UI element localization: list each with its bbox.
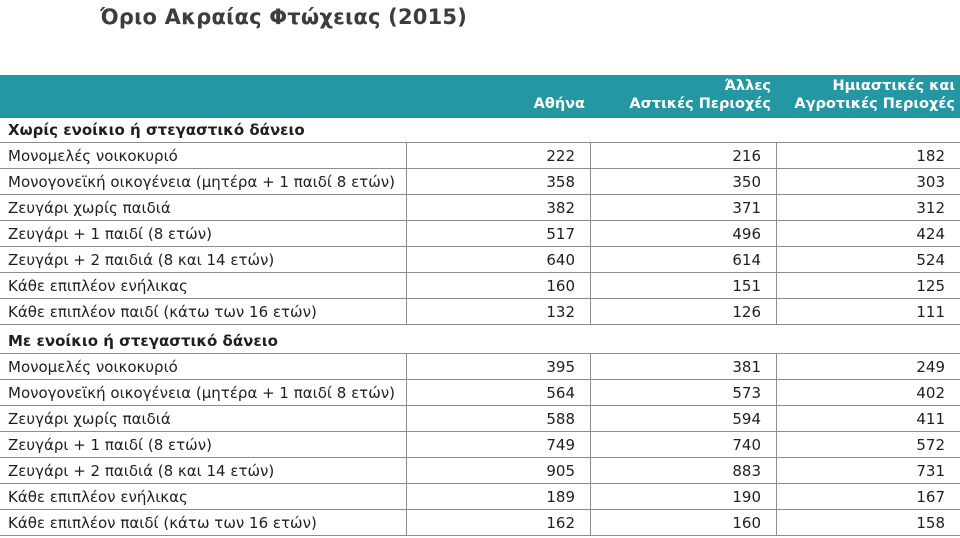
- row-label: Μονογονεϊκή οικογένεια (μητέρα + 1 παιδί…: [8, 172, 396, 191]
- cell-value-other-urban: 350: [590, 169, 776, 194]
- column-header-other-urban-line1: Άλλες: [724, 77, 771, 94]
- row-label: Ζευγάρι + 2 παιδιά (8 και 14 ετών): [8, 250, 275, 269]
- column-header-semiurban-rural: Ημιαστικές και Αγροτικές Περιοχές: [776, 77, 960, 113]
- table-row: Ζευγάρι χωρίς παιδιά 382 371 312: [0, 195, 960, 221]
- section-header-label: Με ενοίκιο ή στεγαστικό δάνειο: [8, 332, 278, 350]
- cell-value-other-urban: 190: [590, 484, 776, 509]
- cell-value-other-urban: 160: [590, 510, 776, 535]
- table-row: Ζευγάρι χωρίς παιδιά 588 594 411: [0, 406, 960, 432]
- table-row: Μονογονεϊκή οικογένεια (μητέρα + 1 παιδί…: [0, 169, 960, 195]
- table-row: Ζευγάρι + 2 παιδιά (8 και 14 ετών) 640 6…: [0, 247, 960, 273]
- cell-value-other-urban: 371: [590, 195, 776, 220]
- table-row: Κάθε επιπλέον ενήλικας 189 190 167: [0, 484, 960, 510]
- cell-value-semiurban-rural: 731: [776, 458, 960, 483]
- cell-value-other-urban: 614: [590, 247, 776, 272]
- table-row: Κάθε επιπλέον παιδί (κάτω των 16 ετών) 1…: [0, 299, 960, 325]
- cell-value-semiurban-rural: 524: [776, 247, 960, 272]
- cell-value-athens: 640: [406, 247, 590, 272]
- page-title: Όριο Ακραίας Φτώχειας (2015): [100, 5, 468, 29]
- section-header-row: Χωρίς ενοίκιο ή στεγαστικό δάνειο: [0, 118, 960, 143]
- cell-value-athens: 132: [406, 299, 590, 324]
- cell-value-athens: 222: [406, 143, 590, 168]
- column-header-other-urban-line2: Αστικές Περιοχές: [629, 95, 771, 112]
- cell-value-semiurban-rural: 411: [776, 406, 960, 431]
- cell-value-other-urban: 573: [590, 380, 776, 405]
- cell-value-semiurban-rural: 572: [776, 432, 960, 457]
- cell-value-athens: 588: [406, 406, 590, 431]
- cell-value-other-urban: 496: [590, 221, 776, 246]
- row-label: Μονομελές νοικοκυριό: [8, 146, 178, 165]
- poverty-table-body: Χωρίς ενοίκιο ή στεγαστικό δάνειο Μονομε…: [0, 118, 960, 536]
- cell-value-semiurban-rural: 312: [776, 195, 960, 220]
- table-row: Μονομελές νοικοκυριό 395 381 249: [0, 354, 960, 380]
- cell-value-other-urban: 126: [590, 299, 776, 324]
- cell-value-semiurban-rural: 125: [776, 273, 960, 298]
- cell-value-athens: 382: [406, 195, 590, 220]
- cell-value-other-urban: 381: [590, 354, 776, 379]
- cell-value-athens: 749: [406, 432, 590, 457]
- row-label: Ζευγάρι + 1 παιδί (8 ετών): [8, 435, 212, 454]
- table-row: Ζευγάρι + 2 παιδιά (8 και 14 ετών) 905 8…: [0, 458, 960, 484]
- poverty-table: Αθήνα Άλλες Αστικές Περιοχές Ημιαστικές …: [0, 75, 960, 536]
- row-label: Ζευγάρι + 1 παιδί (8 ετών): [8, 224, 212, 243]
- row-label: Ζευγάρι + 2 παιδιά (8 και 14 ετών): [8, 461, 275, 480]
- cell-value-semiurban-rural: 402: [776, 380, 960, 405]
- row-label: Κάθε επιπλέον ενήλικας: [8, 487, 188, 506]
- row-label: Κάθε επιπλέον ενήλικας: [8, 276, 188, 295]
- cell-value-other-urban: 216: [590, 143, 776, 168]
- cell-value-other-urban: 151: [590, 273, 776, 298]
- table-row: Μονομελές νοικοκυριό 222 216 182: [0, 143, 960, 169]
- table-row: Ζευγάρι + 1 παιδί (8 ετών) 749 740 572: [0, 432, 960, 458]
- cell-value-semiurban-rural: 158: [776, 510, 960, 535]
- table-row: Ζευγάρι + 1 παιδί (8 ετών) 517 496 424: [0, 221, 960, 247]
- row-label: Μονομελές νοικοκυριό: [8, 357, 178, 376]
- cell-value-athens: 564: [406, 380, 590, 405]
- cell-value-other-urban: 594: [590, 406, 776, 431]
- row-label: Ζευγάρι χωρίς παιδιά: [8, 409, 171, 428]
- cell-value-semiurban-rural: 303: [776, 169, 960, 194]
- cell-value-semiurban-rural: 182: [776, 143, 960, 168]
- column-header-other-urban: Άλλες Αστικές Περιοχές: [590, 77, 776, 113]
- cell-value-semiurban-rural: 167: [776, 484, 960, 509]
- row-label: Κάθε επιπλέον παιδί (κάτω των 16 ετών): [8, 302, 317, 321]
- cell-value-athens: 395: [406, 354, 590, 379]
- table-row: Μονογονεϊκή οικογένεια (μητέρα + 1 παιδί…: [0, 380, 960, 406]
- table-header-band: Αθήνα Άλλες Αστικές Περιοχές Ημιαστικές …: [0, 75, 960, 118]
- column-header-semiurban-rural-line1: Ημιαστικές και: [832, 77, 955, 94]
- column-header-athens-line2: Αθήνα: [533, 95, 585, 112]
- cell-value-athens: 189: [406, 484, 590, 509]
- row-label: Κάθε επιπλέον παιδί (κάτω των 16 ετών): [8, 513, 317, 532]
- column-header-semiurban-rural-line2: Αγροτικές Περιοχές: [794, 95, 955, 112]
- cell-value-athens: 358: [406, 169, 590, 194]
- section-header-row: Με ενοίκιο ή στεγαστικό δάνειο: [0, 329, 960, 354]
- cell-value-athens: 160: [406, 273, 590, 298]
- cell-value-other-urban: 883: [590, 458, 776, 483]
- cell-value-athens: 162: [406, 510, 590, 535]
- cell-value-semiurban-rural: 424: [776, 221, 960, 246]
- section-header-label: Χωρίς ενοίκιο ή στεγαστικό δάνειο: [8, 121, 305, 139]
- row-label: Μονογονεϊκή οικογένεια (μητέρα + 1 παιδί…: [8, 383, 396, 402]
- cell-value-athens: 905: [406, 458, 590, 483]
- cell-value-semiurban-rural: 249: [776, 354, 960, 379]
- table-row: Κάθε επιπλέον παιδί (κάτω των 16 ετών) 1…: [0, 510, 960, 536]
- cell-value-athens: 517: [406, 221, 590, 246]
- row-label: Ζευγάρι χωρίς παιδιά: [8, 198, 171, 217]
- cell-value-semiurban-rural: 111: [776, 299, 960, 324]
- table-row: Κάθε επιπλέον ενήλικας 160 151 125: [0, 273, 960, 299]
- cell-value-other-urban: 740: [590, 432, 776, 457]
- column-header-athens: Αθήνα: [406, 77, 590, 113]
